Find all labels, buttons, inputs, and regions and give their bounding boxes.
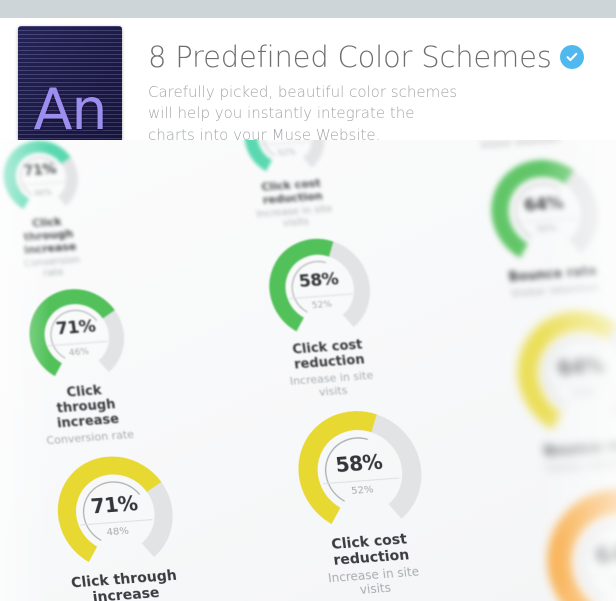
logo-text: An bbox=[33, 77, 107, 142]
donut-chart-card: 71% 46% Click through increase Conversion r… bbox=[23, 285, 139, 448]
donut-label-subtitle: Visitor retention bbox=[479, 140, 562, 152]
donut-gauge: 58%52% bbox=[262, 234, 378, 348]
donut-gauge: 71% 46% bbox=[23, 285, 132, 392]
adobe-edge-animate-logo: An bbox=[18, 26, 122, 142]
donut-label-subtitle: Conversion rate bbox=[23, 254, 81, 280]
donut-label-subtitle: Increase in site visits bbox=[288, 368, 375, 399]
background-sheet-primary: 71% 46% Click through increase Conversion r… bbox=[0, 140, 616, 601]
title-row: 8 Predefined Color Schemes bbox=[148, 40, 598, 74]
page-title: 8 Predefined Color Schemes bbox=[148, 40, 552, 74]
donut-chart-card: 71% 46% Click through increase Conversion r… bbox=[0, 140, 92, 281]
subtitle-line-2: will help you instantly integrate the bbox=[148, 104, 415, 123]
chart-preview-stage: 71% 46% Click through increase Conversion r… bbox=[0, 140, 616, 601]
top-gray-strip bbox=[0, 0, 616, 18]
donut-label-subtitle: Increase in site visits bbox=[255, 203, 334, 230]
check-badge-icon bbox=[559, 45, 584, 69]
donut-gauge: 58%52% bbox=[290, 406, 431, 543]
title-block: 8 Predefined Color Schemes Carefully pic… bbox=[148, 40, 598, 146]
subtitle: Carefully picked, beautiful color scheme… bbox=[148, 82, 598, 146]
header-banner: An 8 Predefined Color Schemes Carefully … bbox=[0, 18, 616, 144]
subtitle-line-1: Carefully picked, beautiful color scheme… bbox=[148, 83, 458, 101]
donut-gauge: 64% 50% bbox=[484, 155, 607, 275]
donut-gauge: 71% 46% bbox=[0, 140, 84, 223]
donut-gauge: 64% 50% bbox=[509, 306, 616, 450]
donut-gauge: 71% 48% bbox=[50, 451, 182, 580]
donut-gauge: 58%52% bbox=[238, 140, 331, 186]
donut-gauge: 64% 50% bbox=[537, 483, 616, 601]
